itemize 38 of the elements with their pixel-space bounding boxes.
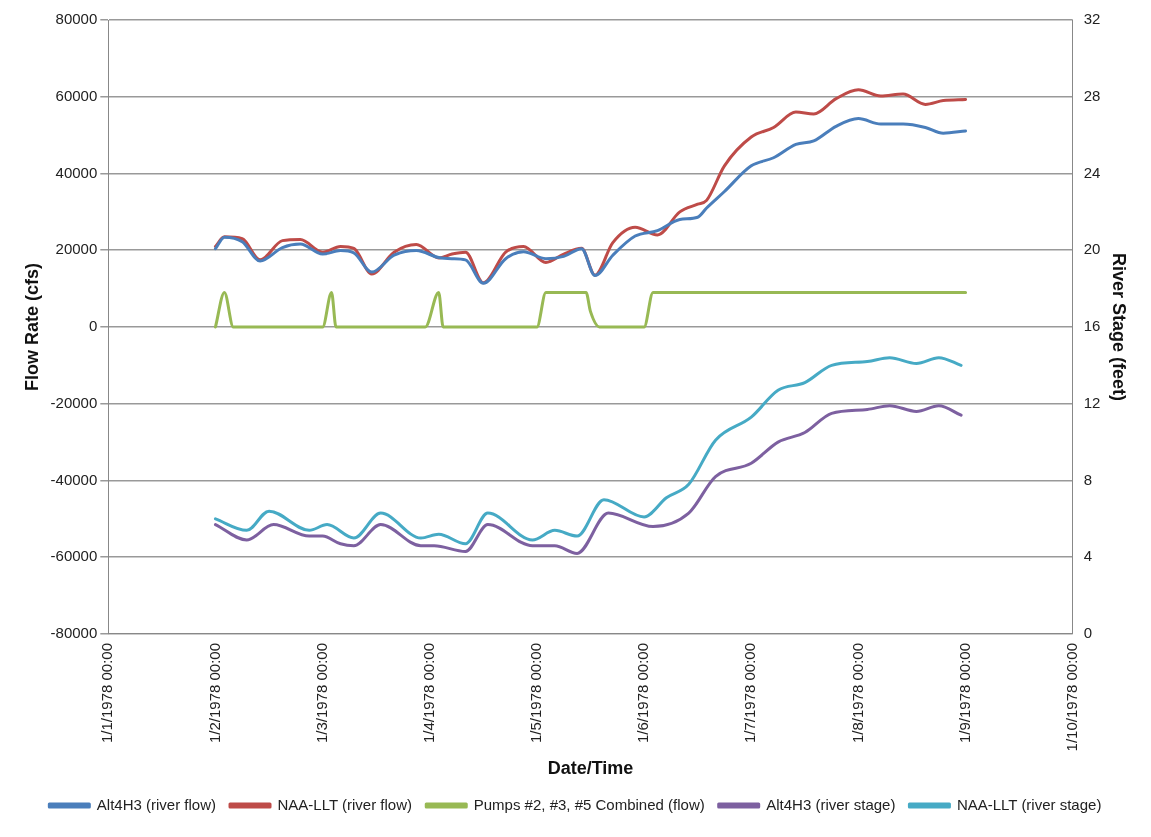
x-tick-label: 1/4/1978 00:00 [419, 642, 437, 744]
x-tick-label: 1/3/1978 00:00 [312, 642, 330, 744]
y2-tick-label: 8 [1083, 470, 1093, 488]
x-tick-label: 1/7/1978 00:00 [741, 642, 759, 744]
y2-tick-label: 16 [1083, 317, 1101, 335]
line-series [213, 404, 963, 555]
y2-tick-label: 12 [1083, 393, 1101, 411]
x-tick-label: 1/6/1978 00:00 [634, 642, 652, 744]
x-tick-label: 1/5/1978 00:00 [527, 642, 545, 744]
x-tick-label: 1/2/1978 00:00 [205, 642, 223, 744]
y2-tick-label: 20 [1083, 240, 1101, 258]
y2-tick-label: 32 [1083, 10, 1101, 28]
x-axis-title: Date/Time [547, 758, 634, 779]
y-tick-label: 0 [88, 317, 98, 335]
legend-label: Alt4H3 (river stage) [766, 795, 896, 813]
y2-tick-label: 24 [1083, 163, 1101, 181]
y2-axis-title: River Stage (feet) [1109, 252, 1130, 402]
line-series [213, 356, 963, 546]
y-tick-label: 20000 [55, 240, 98, 258]
x-tick-label: 1/10/1978 00:00 [1062, 642, 1080, 752]
legend-label: Alt4H3 (river flow) [96, 795, 217, 813]
y-tick-label: -20000 [50, 393, 98, 411]
legend-label: NAA-LLT (river stage) [956, 795, 1102, 813]
y-tick-label: 60000 [55, 86, 98, 104]
x-tick-label: 1/1/1978 00:00 [98, 642, 116, 744]
legend-label: Pumps #2, #3, #5 Combined (flow) [473, 795, 705, 813]
y-tick-label: 40000 [55, 163, 98, 181]
x-tick-label: 1/9/1978 00:00 [955, 642, 973, 744]
y2-tick-label: 4 [1083, 547, 1093, 565]
y-tick-label: -80000 [50, 624, 98, 642]
x-tick-label: 1/8/1978 00:00 [848, 642, 866, 744]
y-tick-label: -60000 [50, 547, 98, 565]
y2-tick-label: 0 [1083, 624, 1093, 642]
y-tick-label: -40000 [50, 470, 98, 488]
legend-label: NAA-LLT (river flow) [277, 795, 412, 813]
y-axis-title: Flow Rate (cfs) [21, 262, 42, 391]
y2-tick-label: 28 [1083, 86, 1101, 104]
y-tick-label: 80000 [55, 10, 98, 28]
